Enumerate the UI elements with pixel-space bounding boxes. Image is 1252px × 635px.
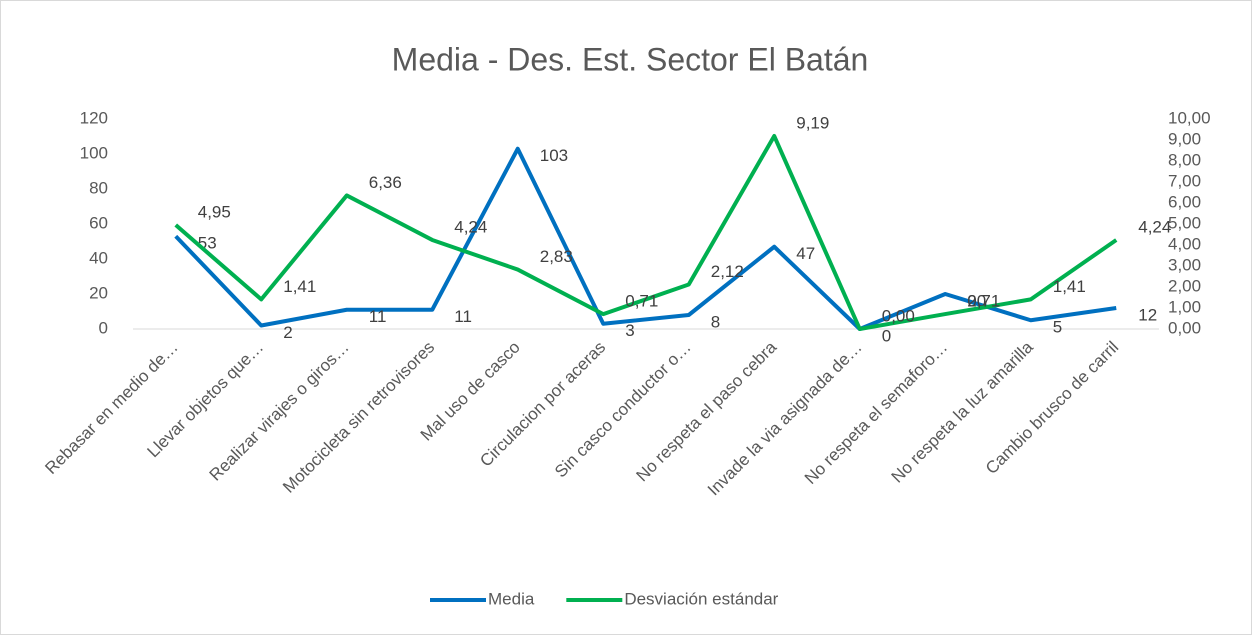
y2-tick-label: 6,00 bbox=[1168, 192, 1201, 211]
series-line bbox=[174, 146, 1117, 331]
y-tick-label: 80 bbox=[89, 178, 108, 197]
data-label: 6,36 bbox=[369, 173, 402, 192]
data-label: 11 bbox=[369, 307, 387, 326]
data-label: 20 bbox=[967, 291, 986, 310]
data-label: 1,41 bbox=[283, 277, 316, 296]
y-tick-label: 20 bbox=[89, 283, 108, 302]
data-label: 0 bbox=[882, 326, 891, 345]
y2-tick-label: 5,00 bbox=[1168, 213, 1201, 232]
data-label: 2,83 bbox=[540, 247, 573, 266]
y-tick-label: 40 bbox=[89, 248, 108, 267]
y-tick-label: 0 bbox=[99, 318, 108, 337]
data-label: 3 bbox=[625, 321, 634, 340]
y2-tick-label: 1,00 bbox=[1168, 297, 1201, 316]
y2-tick-label: 0,00 bbox=[1168, 318, 1201, 337]
y2-tick-label: 9,00 bbox=[1168, 129, 1201, 148]
data-label: 5 bbox=[1053, 318, 1062, 337]
data-label: 0,71 bbox=[625, 292, 658, 311]
data-label: 4,24 bbox=[1138, 217, 1171, 236]
data-label: 1,41 bbox=[1053, 277, 1086, 296]
series-line bbox=[174, 134, 1118, 331]
data-label: 0,71 bbox=[967, 292, 1000, 311]
y2-tick-label: 2,00 bbox=[1168, 276, 1201, 295]
data-label: 47 bbox=[796, 244, 815, 263]
chart-title: Media - Des. Est. Sector El Batán bbox=[392, 41, 869, 77]
legend-label: Media bbox=[488, 589, 535, 608]
y-tick-label: 120 bbox=[80, 108, 108, 127]
data-label: 103 bbox=[540, 146, 568, 165]
data-label: 0,00 bbox=[882, 306, 915, 325]
data-label: 2,12 bbox=[711, 262, 744, 281]
legend-label: Desviación estándar bbox=[624, 589, 778, 608]
data-label: 4,24 bbox=[454, 217, 487, 236]
y2-tick-label: 4,00 bbox=[1168, 234, 1201, 253]
y2-tick-label: 3,00 bbox=[1168, 255, 1201, 274]
data-label: 8 bbox=[711, 312, 720, 331]
y-tick-label: 60 bbox=[89, 213, 108, 232]
y2-tick-label: 7,00 bbox=[1168, 171, 1201, 190]
data-label: 12 bbox=[1138, 305, 1157, 324]
data-label: 4,95 bbox=[198, 203, 231, 222]
y2-tick-label: 10,00 bbox=[1168, 108, 1211, 127]
data-label: 2 bbox=[283, 323, 292, 342]
y2-tick-label: 8,00 bbox=[1168, 150, 1201, 169]
y-tick-label: 100 bbox=[80, 143, 108, 162]
data-label: 9,19 bbox=[796, 113, 829, 132]
data-label: 11 bbox=[454, 307, 472, 326]
